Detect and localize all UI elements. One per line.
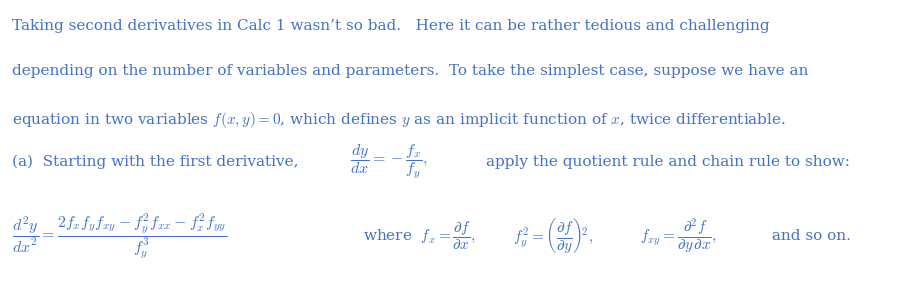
Text: $f_y^2 = \left(\dfrac{\partial f}{\partial y}\right)^{\!2},$: $f_y^2 = \left(\dfrac{\partial f}{\parti…: [513, 217, 594, 255]
Text: apply the quotient rule and chain rule to show:: apply the quotient rule and chain rule t…: [486, 155, 850, 168]
Text: depending on the number of variables and parameters.  To take the simplest case,: depending on the number of variables and…: [12, 64, 808, 78]
Text: $\dfrac{d^2y}{dx^2} = \dfrac{2f_x f_y f_{xy} - f_y^2 f_{xx} - f_x^2 f_{yy}}{f_y^: $\dfrac{d^2y}{dx^2} = \dfrac{2f_x f_y f_…: [12, 211, 227, 261]
Text: where  $f_x = \dfrac{\partial f}{\partial x},$: where $f_x = \dfrac{\partial f}{\partial…: [363, 220, 476, 252]
Text: Taking second derivatives in Calc 1 wasn’t so bad.   Here it can be rather tedio: Taking second derivatives in Calc 1 wasn…: [12, 19, 769, 33]
Text: (a)  Starting with the first derivative,: (a) Starting with the first derivative,: [12, 154, 299, 169]
Text: $f_{xy} = \dfrac{\partial^2 f}{\partial y\,\partial x},$: $f_{xy} = \dfrac{\partial^2 f}{\partial …: [640, 217, 717, 255]
Text: equation in two variables $f(x, y) = 0$, which defines $y$ as an implicit functi: equation in two variables $f(x, y) = 0$,…: [12, 110, 785, 130]
Text: and so on.: and so on.: [767, 229, 851, 243]
Text: $\dfrac{dy}{dx} = -\dfrac{f_x}{f_y},$: $\dfrac{dy}{dx} = -\dfrac{f_x}{f_y},$: [350, 142, 428, 181]
